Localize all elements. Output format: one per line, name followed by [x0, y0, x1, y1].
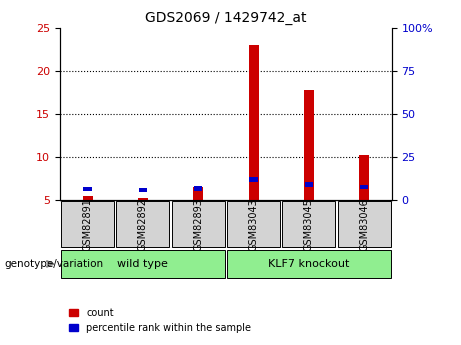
Bar: [359, 155, 369, 200]
Bar: [194, 186, 202, 191]
Bar: [304, 90, 314, 200]
Text: wild type: wild type: [118, 259, 168, 269]
FancyBboxPatch shape: [282, 201, 336, 247]
FancyBboxPatch shape: [227, 250, 391, 278]
Bar: [139, 188, 147, 192]
Bar: [360, 185, 368, 189]
Bar: [249, 177, 258, 181]
Title: GDS2069 / 1429742_at: GDS2069 / 1429742_at: [145, 11, 307, 25]
Bar: [248, 45, 259, 200]
FancyBboxPatch shape: [337, 201, 391, 247]
Text: GSM83046: GSM83046: [359, 198, 369, 250]
Text: GSM82891: GSM82891: [83, 198, 93, 251]
FancyBboxPatch shape: [61, 250, 225, 278]
FancyBboxPatch shape: [171, 201, 225, 247]
FancyBboxPatch shape: [116, 201, 170, 247]
Bar: [138, 198, 148, 200]
Text: GSM83045: GSM83045: [304, 198, 314, 251]
FancyBboxPatch shape: [227, 201, 280, 247]
Bar: [193, 187, 203, 200]
Legend: count, percentile rank within the sample: count, percentile rank within the sample: [65, 304, 255, 337]
Bar: [83, 187, 92, 191]
Text: genotype/variation: genotype/variation: [5, 259, 104, 269]
Text: KLF7 knockout: KLF7 knockout: [268, 259, 349, 269]
Text: GSM83043: GSM83043: [248, 198, 259, 250]
Bar: [83, 196, 93, 200]
Text: GSM82892: GSM82892: [138, 198, 148, 251]
Bar: [305, 183, 313, 187]
FancyBboxPatch shape: [61, 201, 114, 247]
Text: GSM82893: GSM82893: [193, 198, 203, 251]
